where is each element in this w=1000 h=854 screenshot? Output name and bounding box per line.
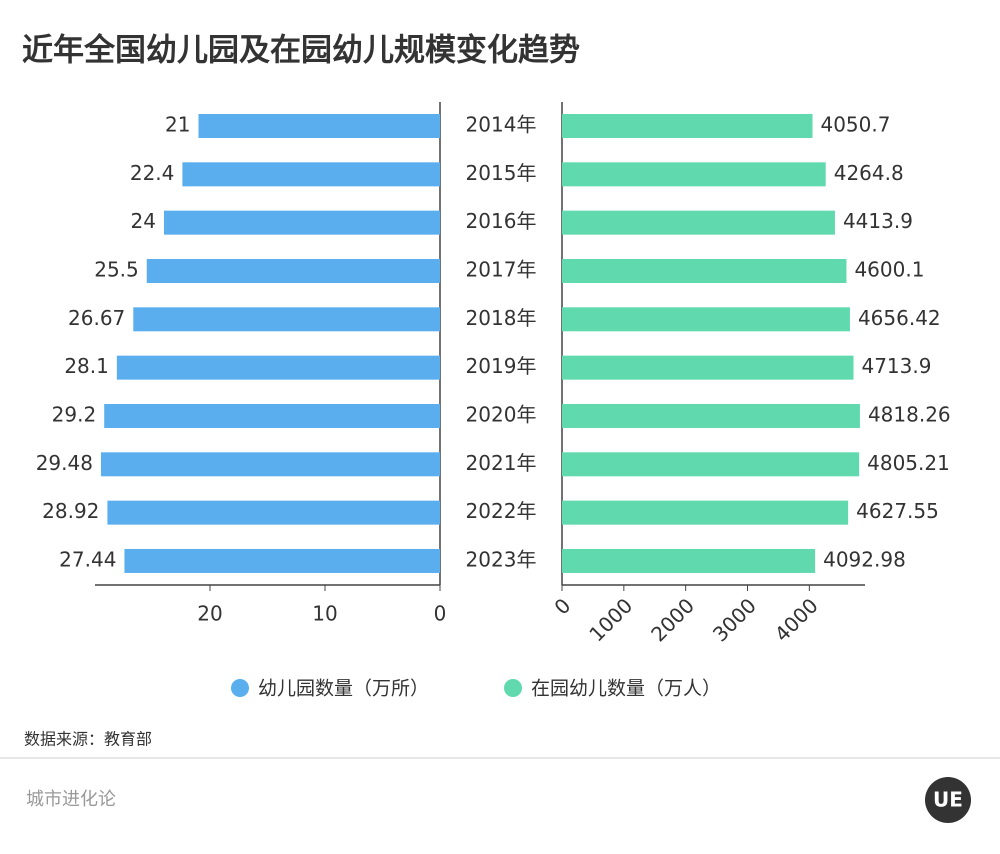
- bar: [146, 258, 440, 283]
- category-label: 2020年: [466, 402, 537, 426]
- category-label: 2019年: [466, 354, 537, 378]
- x-tick-label: 0: [549, 593, 575, 619]
- value-label: 22.4: [130, 161, 175, 185]
- bar: [116, 355, 440, 380]
- bar: [562, 258, 847, 283]
- bar: [124, 548, 440, 573]
- value-label: 28.92: [42, 499, 99, 523]
- bar: [198, 114, 440, 138]
- x-tick-label: 1000: [584, 593, 637, 646]
- category-label: 2016年: [466, 209, 537, 233]
- bar: [562, 355, 854, 380]
- x-tick-label: 10: [312, 602, 337, 626]
- bar: [562, 548, 816, 573]
- value-label: 4627.55: [856, 499, 939, 523]
- bar: [562, 114, 813, 138]
- x-tick-label: 2000: [646, 593, 699, 646]
- value-label: 4656.42: [858, 306, 941, 330]
- legend-label: 在园幼儿数量（万人）: [531, 678, 721, 700]
- value-label: 4818.26: [868, 402, 951, 426]
- legend-marker: [504, 679, 522, 697]
- x-tick-label: 0: [434, 602, 447, 626]
- bar: [562, 307, 850, 332]
- chart-title: 近年全国幼儿园及在园幼儿规模变化趋势: [22, 33, 580, 69]
- bar: [104, 403, 440, 428]
- category-label: 2017年: [466, 257, 537, 281]
- value-label: 29.48: [36, 451, 93, 475]
- value-label: 27.44: [59, 547, 116, 571]
- bar: [562, 452, 860, 477]
- x-tick-label: 3000: [708, 593, 761, 646]
- logo-badge: [925, 777, 971, 823]
- category-label: 2023年: [466, 547, 537, 571]
- x-tick-label: 20: [197, 602, 222, 626]
- value-label: 4264.8: [834, 161, 904, 185]
- value-label: 4600.1: [854, 257, 924, 281]
- value-label: 21: [165, 113, 190, 137]
- value-label: 4805.21: [867, 451, 950, 475]
- category-label: 2022年: [466, 499, 537, 523]
- value-label: 26.67: [68, 306, 125, 330]
- source: 数据来源：教育部: [24, 730, 152, 749]
- category-label: 2021年: [466, 451, 537, 475]
- bar: [182, 162, 440, 187]
- category-label: 2014年: [466, 113, 537, 137]
- legend-label: 幼儿园数量（万所）: [258, 678, 429, 700]
- bar: [100, 452, 440, 477]
- logo: UE: [933, 788, 963, 812]
- bar: [562, 210, 835, 235]
- bar: [107, 500, 441, 525]
- brand: 城市进化论: [26, 789, 116, 810]
- value-label: 4092.98: [823, 547, 906, 571]
- value-label: 4713.9: [861, 354, 931, 378]
- bar: [164, 210, 440, 235]
- x-tick-label: 4000: [770, 593, 823, 646]
- value-label: 25.5: [94, 257, 139, 281]
- value-label: 24: [131, 209, 156, 233]
- category-label: 2015年: [466, 161, 537, 185]
- value-label: 4413.9: [843, 209, 913, 233]
- value-label: 4050.7: [820, 113, 890, 137]
- value-label: 29.2: [52, 402, 97, 426]
- bar: [133, 307, 441, 332]
- category-label: 2018年: [466, 306, 537, 330]
- bar: [562, 500, 849, 525]
- bar: [562, 403, 860, 428]
- legend-marker: [231, 679, 249, 697]
- value-label: 28.1: [64, 354, 109, 378]
- bar: [562, 162, 826, 187]
